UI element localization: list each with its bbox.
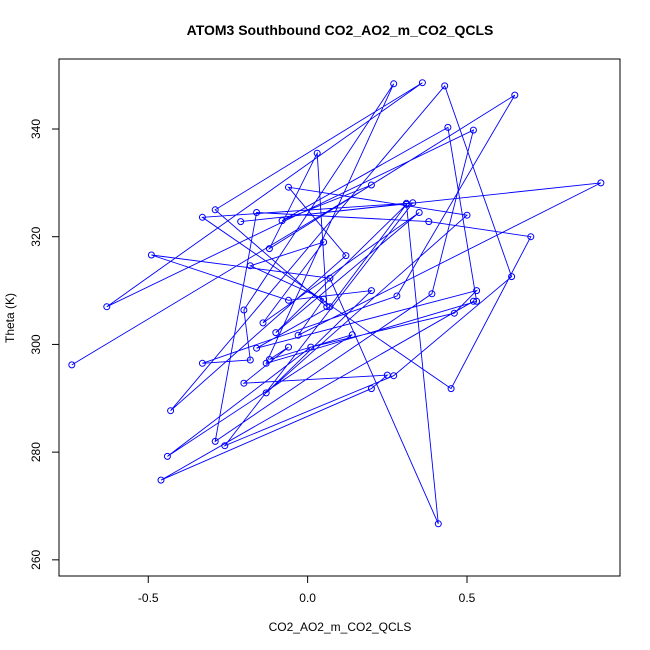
data-point — [237, 218, 245, 226]
data-point — [326, 274, 334, 282]
data-point — [313, 149, 321, 157]
data-point — [326, 303, 334, 311]
y-tick-label: 260 — [29, 550, 43, 570]
data-point — [278, 217, 286, 225]
data-point — [240, 306, 248, 314]
y-tick-label: 320 — [29, 226, 43, 246]
data-point — [262, 389, 270, 397]
data-point — [167, 407, 175, 415]
data-point — [147, 251, 155, 259]
data-point — [597, 179, 605, 187]
data-point — [441, 82, 449, 90]
series-layer — [68, 79, 605, 528]
data-point — [246, 262, 254, 270]
data-point — [415, 209, 423, 216]
data-point — [272, 329, 280, 337]
data-point — [285, 343, 292, 351]
data-point — [323, 303, 331, 311]
data-point — [320, 238, 328, 246]
data-point — [221, 442, 229, 450]
data-point — [367, 287, 375, 295]
data-point — [409, 199, 417, 207]
data-point — [68, 361, 76, 369]
data-point — [211, 437, 219, 445]
data-point — [367, 181, 375, 189]
x-tick-label: 0.0 — [299, 591, 316, 605]
data-point — [473, 297, 481, 305]
data-point — [320, 295, 328, 303]
data-point — [447, 385, 455, 393]
y-axis: 260 280 300 320 340 — [29, 119, 59, 570]
data-point — [246, 356, 254, 364]
data-point — [508, 273, 516, 281]
data-point — [198, 213, 206, 221]
data-point — [294, 331, 302, 339]
y-tick-label: 300 — [29, 334, 43, 354]
data-point — [253, 209, 261, 216]
data-point — [469, 126, 477, 134]
data-point — [444, 123, 452, 131]
data-point — [103, 303, 111, 311]
data-point — [285, 183, 292, 191]
series-line — [71, 82, 602, 524]
data-point — [425, 218, 433, 226]
data-point — [211, 206, 219, 214]
data-point — [285, 296, 292, 304]
data-point — [240, 379, 248, 387]
data-point — [163, 452, 171, 460]
data-point — [511, 91, 519, 99]
y-tick-label: 340 — [29, 119, 43, 139]
x-tick-label: 0.5 — [459, 591, 476, 605]
data-point — [390, 80, 398, 88]
x-axis: -0.5 0.0 0.5 — [138, 576, 476, 605]
data-point — [434, 520, 442, 528]
plot-frame — [58, 58, 621, 577]
data-point — [253, 344, 261, 352]
data-point — [450, 309, 458, 317]
y-axis-label: Theta (K) — [3, 293, 17, 343]
data-point — [198, 359, 206, 367]
data-point — [428, 290, 436, 298]
data-point — [527, 233, 535, 241]
chart-title: ATOM3 Southbound CO2_AO2_m_CO2_QCLS — [187, 22, 494, 38]
data-point — [367, 385, 375, 393]
data-point — [307, 343, 315, 351]
data-point — [463, 211, 471, 219]
data-point — [265, 356, 273, 363]
data-point — [342, 252, 350, 260]
data-point — [418, 79, 426, 87]
data-point — [393, 292, 401, 300]
data-point — [473, 287, 481, 295]
data-point — [265, 245, 273, 253]
data-point — [469, 297, 477, 305]
x-tick-label: -0.5 — [138, 591, 159, 605]
x-axis-label: CO2_AO2_m_CO2_QCLS — [269, 620, 412, 634]
data-point — [348, 331, 356, 339]
data-point — [157, 476, 165, 484]
data-point — [383, 371, 391, 379]
data-point — [259, 319, 267, 327]
y-tick-label: 280 — [29, 442, 43, 462]
data-point — [402, 200, 410, 208]
